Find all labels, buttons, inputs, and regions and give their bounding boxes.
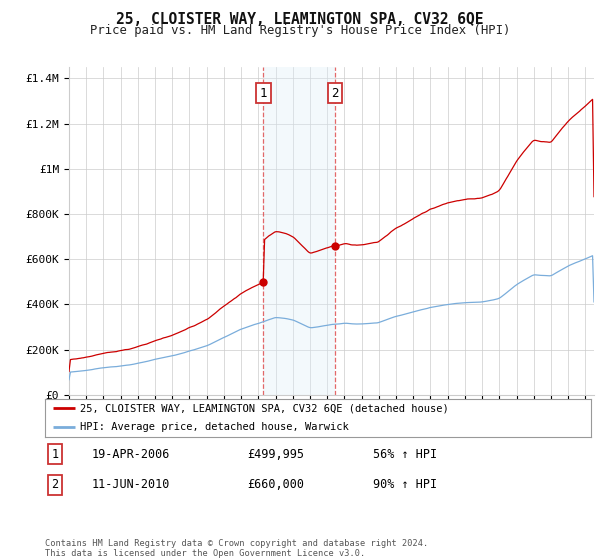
- Text: HPI: Average price, detached house, Warwick: HPI: Average price, detached house, Warw…: [80, 422, 349, 432]
- Bar: [263, 67, 335, 395]
- Text: 2: 2: [52, 478, 59, 492]
- Text: £499,995: £499,995: [247, 447, 304, 461]
- Text: Price paid vs. HM Land Registry's House Price Index (HPI): Price paid vs. HM Land Registry's House …: [90, 24, 510, 36]
- Text: Contains HM Land Registry data © Crown copyright and database right 2024.
This d: Contains HM Land Registry data © Crown c…: [45, 539, 428, 558]
- Text: 25, CLOISTER WAY, LEAMINGTON SPA, CV32 6QE (detached house): 25, CLOISTER WAY, LEAMINGTON SPA, CV32 6…: [80, 403, 449, 413]
- Text: 25, CLOISTER WAY, LEAMINGTON SPA, CV32 6QE: 25, CLOISTER WAY, LEAMINGTON SPA, CV32 6…: [116, 12, 484, 27]
- Text: £660,000: £660,000: [247, 478, 304, 492]
- Text: 1: 1: [260, 87, 267, 100]
- Text: 19-APR-2006: 19-APR-2006: [91, 447, 170, 461]
- Text: 90% ↑ HPI: 90% ↑ HPI: [373, 478, 437, 492]
- Text: 2: 2: [331, 87, 338, 100]
- Text: 11-JUN-2010: 11-JUN-2010: [91, 478, 170, 492]
- Text: 1: 1: [52, 447, 59, 461]
- Text: 56% ↑ HPI: 56% ↑ HPI: [373, 447, 437, 461]
